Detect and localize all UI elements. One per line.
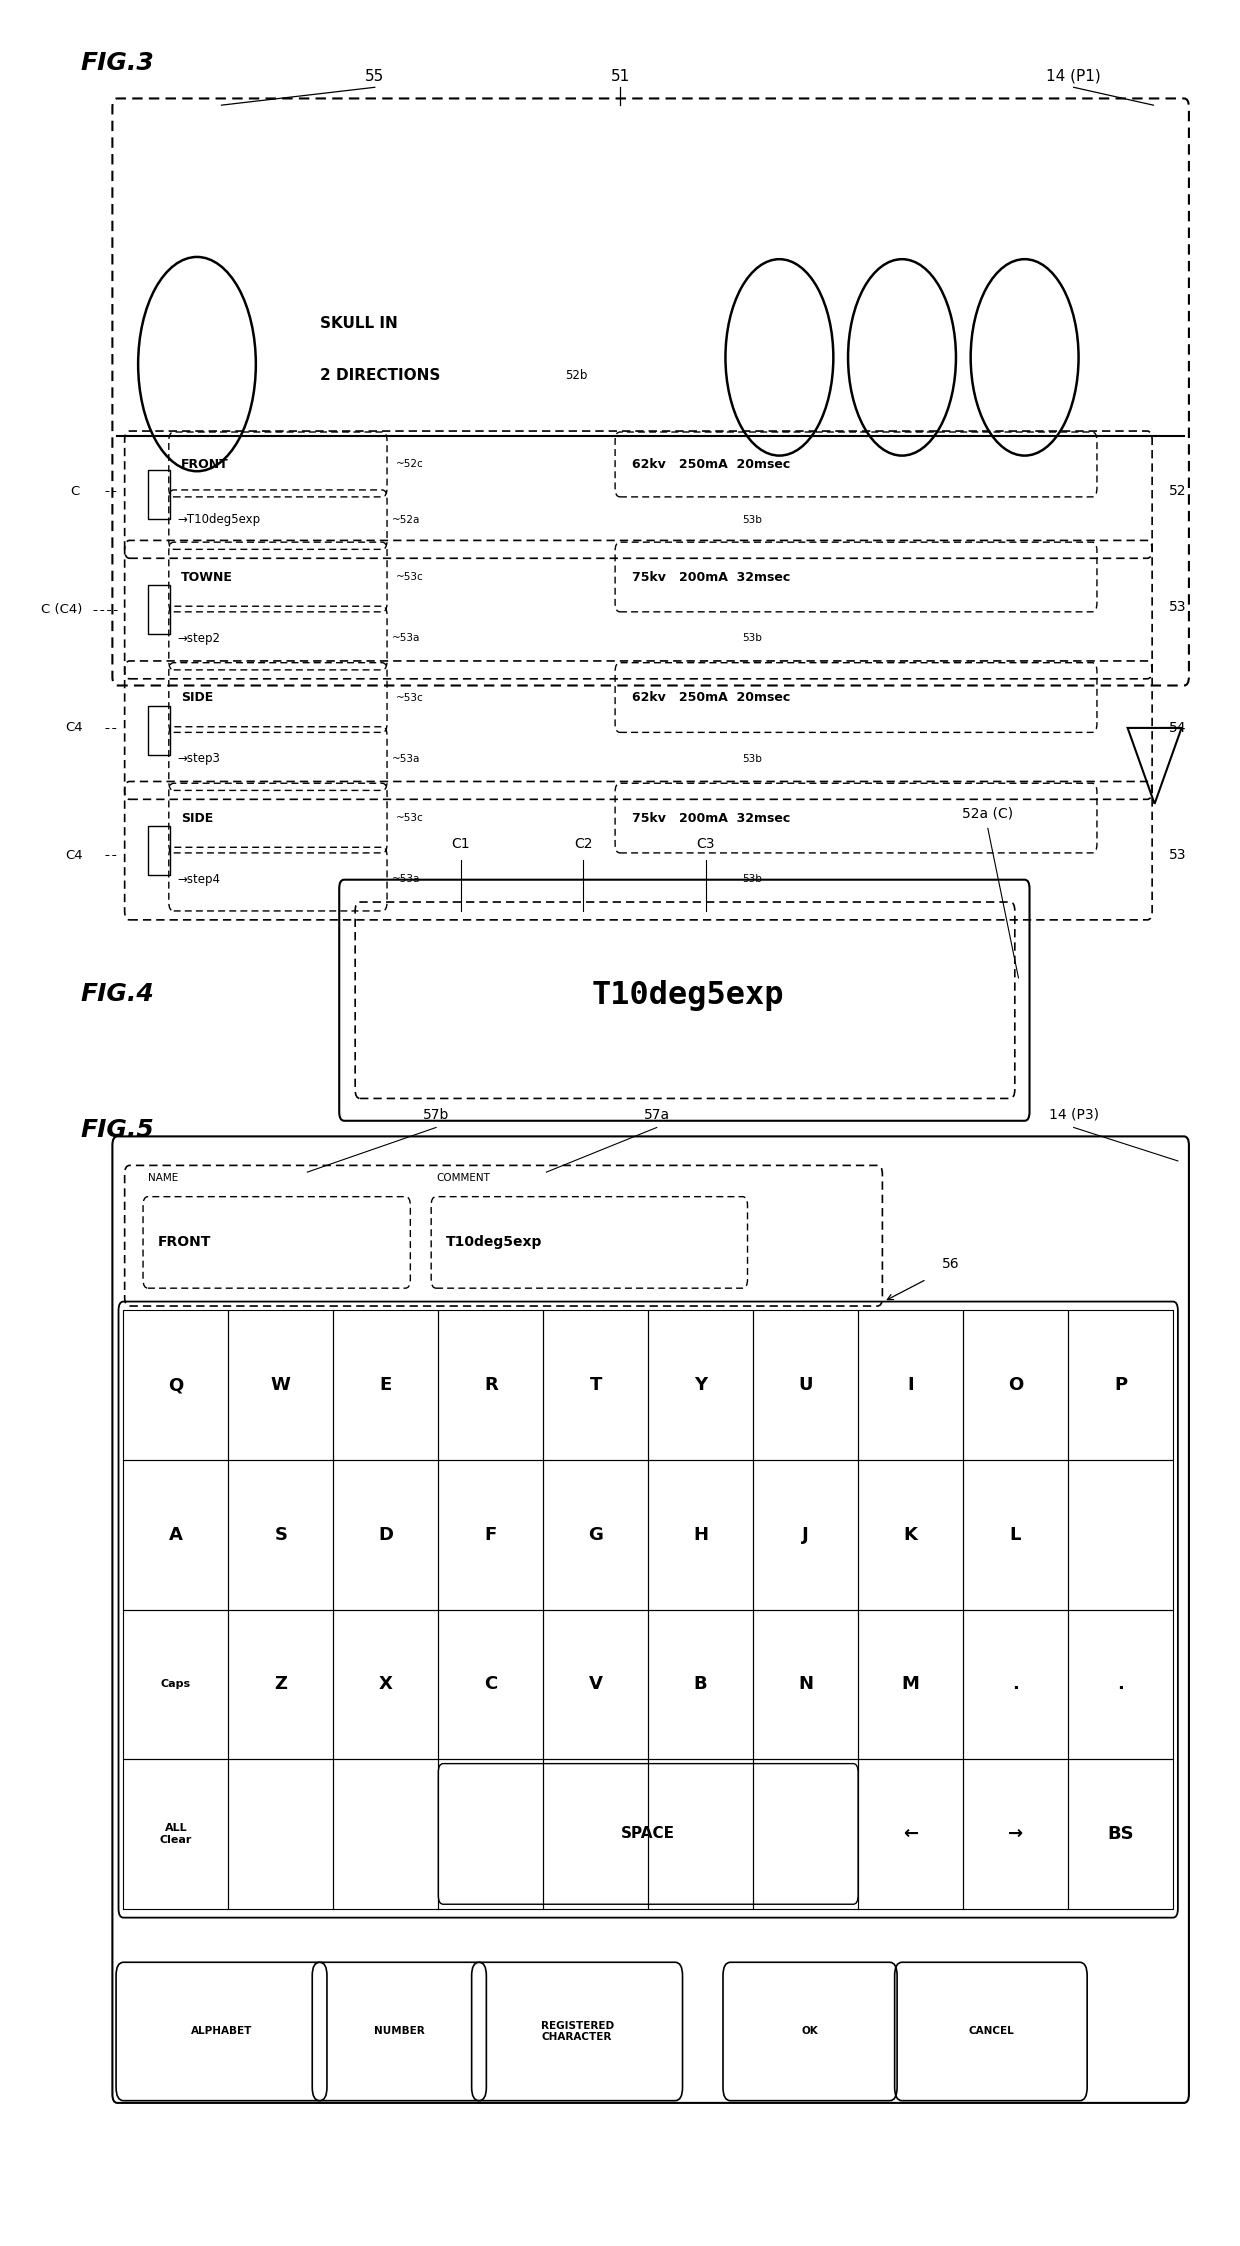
Text: ALPHABET: ALPHABET (191, 2026, 252, 2037)
Text: U: U (799, 1377, 813, 1395)
Text: →T10deg5exp: →T10deg5exp (177, 512, 260, 526)
Text: SPACE: SPACE (621, 1826, 676, 1842)
Text: SIDE: SIDE (181, 692, 213, 703)
Text: J: J (802, 1525, 808, 1543)
Text: L: L (1009, 1525, 1022, 1543)
Text: C2: C2 (574, 838, 593, 851)
Text: SIDE: SIDE (181, 811, 213, 824)
Text: .: . (1012, 1676, 1019, 1693)
Text: T: T (589, 1377, 601, 1395)
Text: W: W (270, 1377, 291, 1395)
Text: ALL
Clear: ALL Clear (160, 1824, 192, 1844)
Text: ~53a: ~53a (392, 874, 420, 885)
Text: 2 DIRECTIONS: 2 DIRECTIONS (320, 368, 440, 382)
Text: 53: 53 (1169, 600, 1187, 615)
Text: G: G (588, 1525, 603, 1543)
Text: A: A (169, 1525, 182, 1543)
Text: M: M (901, 1676, 920, 1693)
Text: C3: C3 (697, 838, 715, 851)
Text: C4: C4 (66, 721, 83, 734)
Text: FIG.5: FIG.5 (81, 1119, 154, 1141)
Text: C: C (484, 1676, 497, 1693)
Text: TOWNE: TOWNE (181, 570, 233, 584)
Text: 51: 51 (610, 70, 630, 83)
Text: ~52a: ~52a (392, 514, 420, 526)
Text: X: X (379, 1676, 393, 1693)
Text: Caps: Caps (161, 1680, 191, 1689)
Text: 75kv   200mA  32msec: 75kv 200mA 32msec (632, 811, 791, 824)
Text: 53b: 53b (743, 874, 763, 885)
Text: D: D (378, 1525, 393, 1543)
Text: T10deg5exp: T10deg5exp (591, 979, 784, 1011)
Text: COMMENT: COMMENT (436, 1172, 490, 1184)
Text: CANCEL: CANCEL (968, 2026, 1014, 2037)
Text: 54: 54 (1169, 721, 1187, 734)
Text: Z: Z (274, 1676, 288, 1693)
Text: K: K (904, 1525, 918, 1543)
Text: ~52c: ~52c (396, 460, 423, 469)
Text: →: → (1008, 1826, 1023, 1844)
Text: C4: C4 (66, 849, 83, 862)
Text: C: C (69, 485, 79, 499)
Text: NAME: NAME (148, 1172, 179, 1184)
Text: 57a: 57a (644, 1107, 670, 1121)
Text: C (C4): C (C4) (41, 604, 83, 615)
Text: .: . (1117, 1676, 1123, 1693)
Text: ~53a: ~53a (392, 633, 420, 642)
Text: NUMBER: NUMBER (374, 2026, 424, 2037)
Text: →step2: →step2 (177, 631, 221, 645)
Text: 52a (C): 52a (C) (962, 806, 1013, 820)
Text: S: S (274, 1525, 288, 1543)
Text: BS: BS (1107, 1826, 1133, 1844)
Text: 53b: 53b (743, 755, 763, 764)
Text: ~53c: ~53c (396, 813, 423, 822)
Text: ←: ← (903, 1826, 918, 1844)
Text: B: B (694, 1676, 708, 1693)
Text: REGISTERED
CHARACTER: REGISTERED CHARACTER (541, 2021, 614, 2042)
Text: 53b: 53b (743, 514, 763, 526)
Text: O: O (1008, 1377, 1023, 1395)
Text: SKULL IN: SKULL IN (320, 317, 397, 332)
Text: P: P (1114, 1377, 1127, 1395)
Text: Y: Y (694, 1377, 707, 1395)
Text: V: V (589, 1676, 603, 1693)
Text: 55: 55 (365, 70, 384, 83)
Text: ~53c: ~53c (396, 692, 423, 703)
Text: 52b: 52b (565, 368, 588, 382)
Text: 14 (P3): 14 (P3) (1049, 1107, 1099, 1121)
Text: ~53a: ~53a (392, 755, 420, 764)
Text: N: N (799, 1676, 813, 1693)
Text: FRONT: FRONT (181, 458, 229, 472)
Text: C1: C1 (451, 838, 470, 851)
Text: F: F (485, 1525, 497, 1543)
Text: 53: 53 (1169, 849, 1187, 862)
Text: FRONT: FRONT (157, 1235, 211, 1249)
Text: 62kv   250mA  20msec: 62kv 250mA 20msec (632, 458, 791, 472)
Text: 53b: 53b (743, 633, 763, 642)
Text: 62kv   250mA  20msec: 62kv 250mA 20msec (632, 692, 791, 703)
Text: FIG.4: FIG.4 (81, 982, 154, 1006)
Text: ~53c: ~53c (396, 573, 423, 582)
Text: →step4: →step4 (177, 874, 221, 885)
Text: T10deg5exp: T10deg5exp (446, 1235, 542, 1249)
Text: 56: 56 (942, 1258, 960, 1271)
Text: 75kv   200mA  32msec: 75kv 200mA 32msec (632, 570, 791, 584)
Text: 14 (P1): 14 (P1) (1047, 70, 1101, 83)
Text: 57b: 57b (423, 1107, 449, 1121)
Text: Q: Q (169, 1377, 184, 1395)
Text: E: E (379, 1377, 392, 1395)
Text: FIG.3: FIG.3 (81, 52, 154, 74)
Text: 52: 52 (1169, 485, 1187, 499)
Text: H: H (693, 1525, 708, 1543)
Text: →step3: →step3 (177, 752, 221, 766)
Text: I: I (908, 1377, 914, 1395)
Text: R: R (484, 1377, 497, 1395)
Text: OK: OK (802, 2026, 818, 2037)
